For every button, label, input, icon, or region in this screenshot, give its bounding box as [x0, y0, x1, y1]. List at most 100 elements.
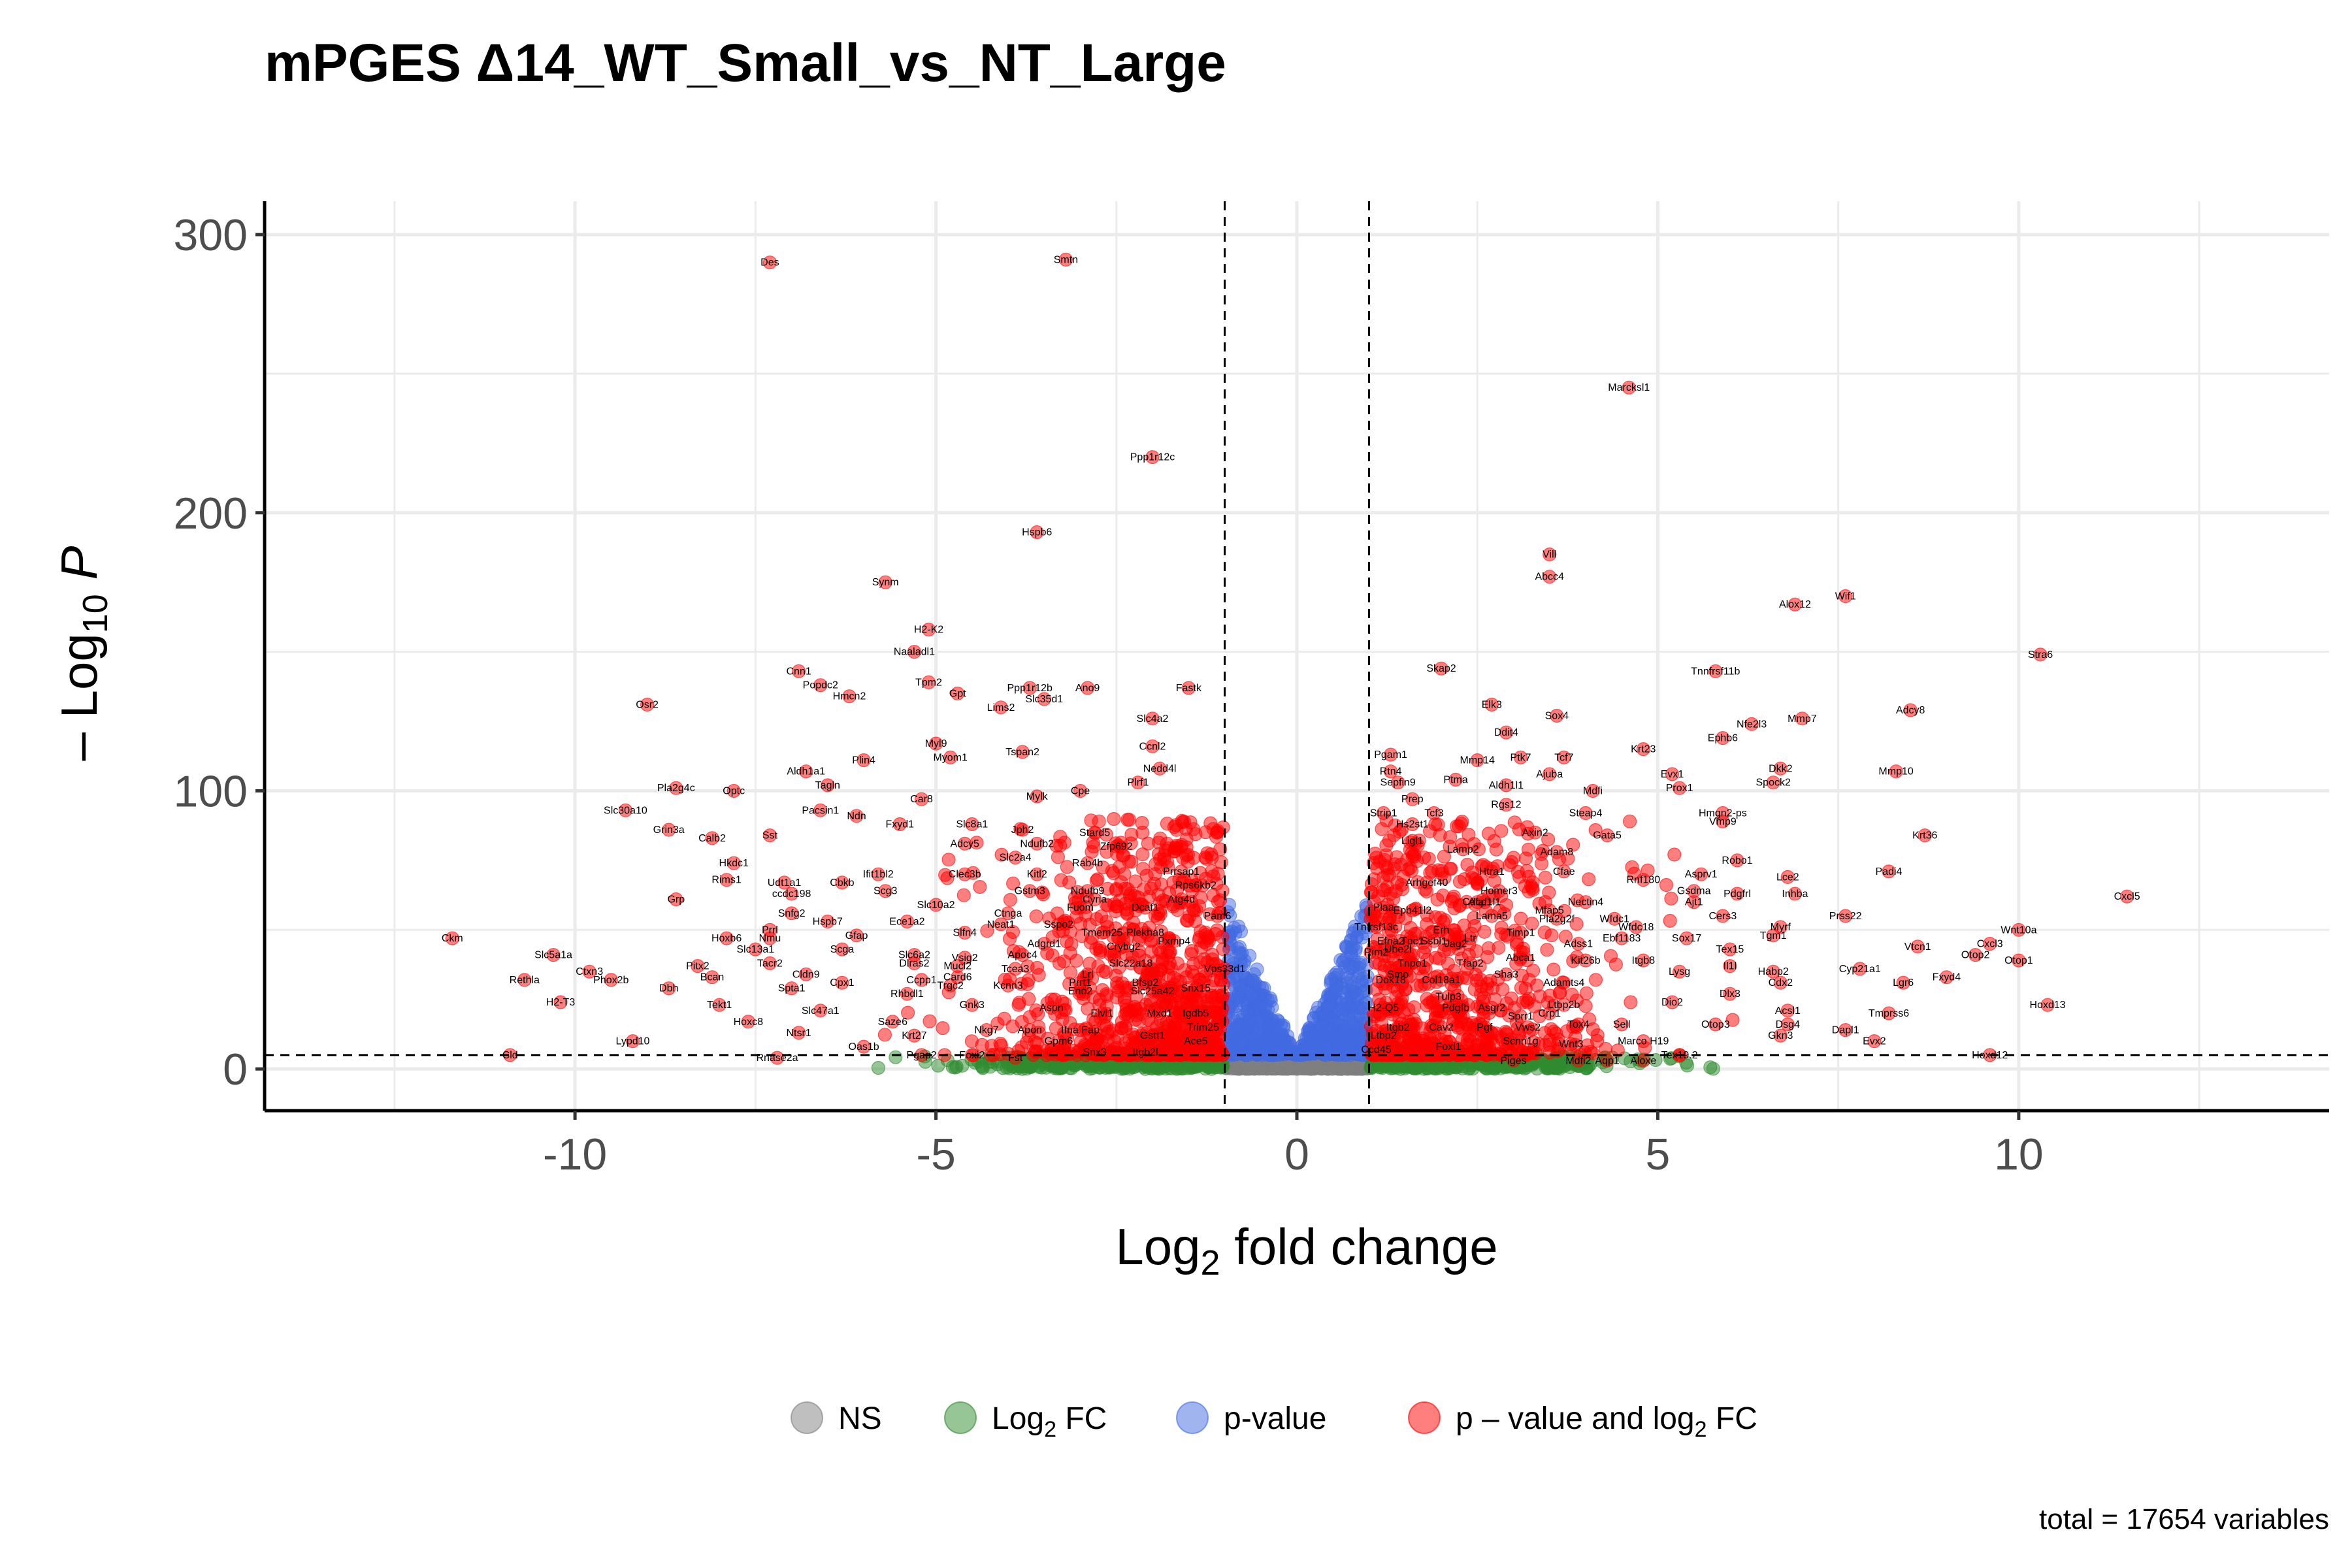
ns-point [1267, 1059, 1282, 1074]
gene-label: Abcc4 [1535, 572, 1564, 583]
gene-label: Sst [762, 830, 778, 841]
gene-label: Snx3 [1083, 1047, 1107, 1058]
gene-label: Pdgfb [1442, 1003, 1469, 1014]
gene-label: Dok18 [1375, 975, 1405, 986]
gene-label: Nedd4l [1143, 763, 1177, 774]
significant-point [1659, 877, 1674, 892]
gene-label: Scga [830, 944, 855, 955]
gene-label: Slc8a1 [956, 819, 988, 830]
y-tick-label: 200 [174, 489, 248, 538]
gene-label: Ccd45 [1361, 1044, 1391, 1055]
significant-point [1521, 842, 1535, 857]
gene-label: Cdcp1 [1462, 897, 1492, 908]
pvalue-point [1356, 971, 1370, 986]
significant-point [1179, 970, 1194, 985]
gene-label: Tcf7 [1554, 752, 1573, 763]
gene-label: Adgrd1 [1028, 939, 1062, 950]
gene-label: Mxd1 [1147, 1008, 1173, 1019]
gene-label: Cldn9 [792, 969, 820, 980]
gene-label: Steap4 [1569, 808, 1603, 819]
significant-point [1492, 940, 1506, 955]
gene-label: Ccpp1 [906, 975, 936, 986]
gene-label: Vmp9 [1709, 816, 1737, 827]
gene-label: Tmprss6 [1869, 1008, 1909, 1019]
gene-label: Gsdma [1677, 886, 1711, 897]
significant-point [1518, 981, 1533, 996]
gene-label: Asprv1 [1685, 869, 1718, 880]
significant-point [1454, 817, 1469, 831]
gene-label: Tcea3 [1002, 964, 1030, 975]
gene-label: Erh [1433, 924, 1450, 936]
gene-label: Plaa [1373, 902, 1394, 913]
gene-label: Tnnfrsf11b [1691, 666, 1740, 677]
gene-label: Ccnl2 [1139, 741, 1166, 752]
gene-label: Rgs12 [1491, 800, 1521, 811]
gene-label: Scg3 [874, 886, 898, 897]
gene-label: Dsg4 [1776, 1019, 1800, 1030]
x-tick-label: 5 [1646, 1130, 1671, 1179]
significant-point [1522, 870, 1536, 884]
significant-point [1029, 909, 1043, 924]
gene-label: Stard5 [1079, 827, 1110, 838]
significant-point [1507, 815, 1522, 830]
gene-label: Crp1 [1538, 1008, 1561, 1019]
caption: total = 17654 variables [2039, 1503, 2329, 1535]
significant-point [1663, 913, 1677, 928]
gene-label: Clec3b [949, 869, 981, 880]
significant-point [1546, 962, 1561, 977]
gene-label: Prrsap1 [1163, 866, 1200, 877]
gene-label: Myom1 [933, 752, 968, 763]
gene-label: Ndn [847, 811, 866, 822]
gene-label: Ltr [1464, 933, 1477, 944]
gene-label: Dlras2 [899, 958, 929, 969]
gene-label: Gstt1 [1140, 1030, 1165, 1041]
log2fc-point [1047, 1059, 1062, 1073]
significant-point [936, 1021, 950, 1036]
significant-point [1538, 870, 1552, 885]
gene-label: Pgap2 [906, 1050, 936, 1061]
x-tick-label: 10 [1994, 1130, 2044, 1179]
gene-label: Myl9 [925, 738, 947, 749]
gene-label: Hoxd13 [2030, 1000, 2066, 1011]
gene-label: Sell [1613, 1019, 1631, 1030]
significant-point [1205, 851, 1219, 865]
gene-label: Wif1 [1835, 591, 1856, 602]
pvalue-point [1340, 1042, 1355, 1056]
gene-label: H2-T3 [546, 997, 576, 1008]
gene-label: Otop3 [1701, 1019, 1730, 1030]
gene-label: Slc4a2 [1137, 713, 1169, 725]
significant-point [1401, 862, 1415, 877]
gene-label: Slc22a18 [1109, 958, 1153, 969]
gene-label: Cfae [1553, 866, 1575, 877]
gene-label: Otop1 [2004, 955, 2033, 966]
legend-key-pfc [1408, 1401, 1441, 1434]
y-axis-title: – Log10 P [50, 546, 115, 761]
significant-point [1107, 811, 1121, 826]
gene-label: Apon [1018, 1025, 1042, 1036]
gene-label: Adcy5 [950, 838, 979, 849]
gene-label: Nfe2l3 [1737, 719, 1767, 730]
significant-point [1370, 861, 1384, 875]
significant-point [1021, 973, 1036, 988]
significant-point [1030, 1045, 1045, 1059]
gene-label: Sox17 [1672, 933, 1701, 944]
gene-label: Vill [1543, 549, 1556, 561]
gene-label: Lysg [1669, 966, 1690, 977]
gene-label: Lce2 [1776, 872, 1799, 883]
gene-label: Cyp21a1 [1839, 964, 1881, 975]
significant-point [1091, 959, 1105, 973]
significant-point [1057, 836, 1071, 850]
gene-label: Nkg7 [974, 1025, 998, 1036]
significant-point [1609, 957, 1623, 972]
significant-point [877, 1028, 892, 1042]
gene-label: Vps33d1 [1204, 964, 1245, 975]
significant-point [1526, 883, 1540, 897]
gene-label: Ace5 [1184, 1036, 1208, 1047]
significant-point [923, 1014, 937, 1028]
legend-key-ns [791, 1401, 823, 1434]
log2fc-point [889, 1050, 903, 1064]
gene-label: Lama5 [1476, 911, 1508, 922]
gene-label: Itgb2 [1386, 1022, 1410, 1033]
gene-label: Pitx2 [686, 961, 710, 972]
